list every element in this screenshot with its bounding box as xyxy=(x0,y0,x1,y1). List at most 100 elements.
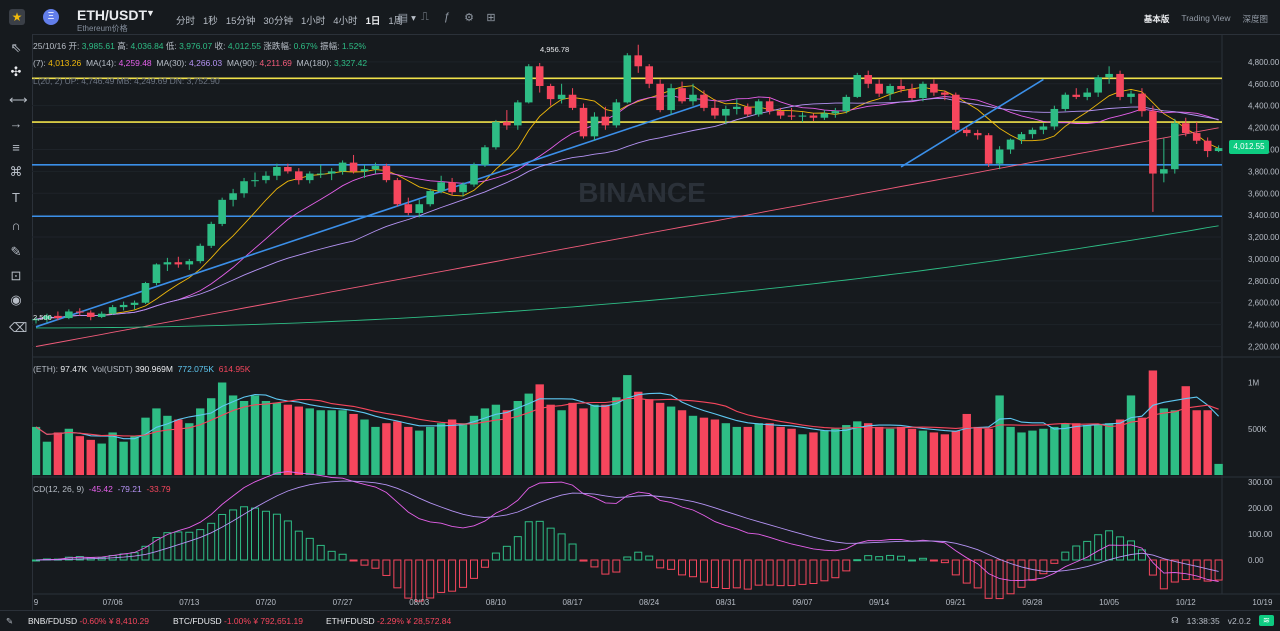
volume-axis: 1M 500K xyxy=(1248,379,1267,434)
volume-bar xyxy=(1072,423,1081,475)
candle-body xyxy=(897,85,905,90)
headset-icon[interactable]: ☊ xyxy=(1171,615,1179,625)
tab-tradingview[interactable]: Trading View xyxy=(1181,13,1231,23)
edit-icon[interactable]: ✎ xyxy=(6,616,14,626)
interval-tab[interactable]: 30分钟 xyxy=(263,16,293,27)
date-tick: 08/03 xyxy=(409,598,430,607)
shape-icon[interactable]: ⌘ xyxy=(9,164,23,179)
macd-bar xyxy=(393,559,402,589)
interval-tab[interactable]: 1小时 xyxy=(300,16,326,27)
trash-icon[interactable]: ⌫ xyxy=(9,320,28,335)
candle-body xyxy=(86,312,95,317)
magnet-icon[interactable]: ∩ xyxy=(11,218,21,233)
trendline-icon[interactable]: ⟷ xyxy=(9,92,28,107)
boll-mb: MB: 4,249.69 xyxy=(116,76,168,86)
ticker-item[interactable]: BNB/FDUSD -0.60% ¥ 8,410.29 xyxy=(28,616,149,626)
candle-body xyxy=(152,264,161,284)
ticker-item[interactable]: ETH/FDUSD -2.29% ¥ 28,572.84 xyxy=(326,616,451,626)
tab-depth[interactable]: 深度图 xyxy=(1242,14,1268,24)
macd-bar xyxy=(502,545,511,561)
volume-ma-line xyxy=(35,397,1219,437)
vol-ma1: 772.075K xyxy=(177,364,215,374)
text-tool-icon[interactable]: T xyxy=(12,190,20,205)
ray-icon[interactable]: → xyxy=(9,116,23,131)
macd-bar xyxy=(754,559,763,586)
macd-tick: 100.00 xyxy=(1248,530,1273,539)
chart-tools: ▤ ⎍ ƒ ⚙ ⊞ xyxy=(392,11,502,24)
volume-bar xyxy=(765,423,774,475)
candle-body xyxy=(185,261,194,265)
volume-bar xyxy=(1104,423,1114,475)
macd-bar xyxy=(305,537,314,561)
favorite-star-icon[interactable]: ★ xyxy=(9,9,25,25)
macd-bar xyxy=(470,559,478,579)
macd-bar xyxy=(601,559,610,575)
more-intervals-icon[interactable]: ▾ xyxy=(411,13,416,24)
price-tick: 4,600.00 xyxy=(1248,80,1280,89)
volume-bar xyxy=(1061,423,1070,475)
symbol-selector[interactable]: ETH/USDT xyxy=(77,7,147,23)
macd-bar xyxy=(1006,559,1015,595)
interval-tab-active[interactable]: 1日 xyxy=(365,16,381,27)
cursor-icon[interactable]: ⇖ xyxy=(10,40,22,55)
boll-dn: DN: 3,752.90 xyxy=(169,76,220,86)
candlestick-chart[interactable]: BINANCE 4,800.00 4,600.00 4,400.00 4,200.00… xyxy=(31,34,1280,610)
volume-bar xyxy=(436,423,446,475)
candle-body xyxy=(864,75,872,84)
lock-icon[interactable]: ⊡ xyxy=(10,268,22,283)
view-tabs: 基本版 Trading View 深度图 xyxy=(1132,13,1268,25)
macd-legend: CD(12, 26, 9) -45.42 -79.21 -33.79 xyxy=(33,484,171,494)
macd-bar xyxy=(590,559,599,568)
ticker-item[interactable]: BTC/FDUSD -1.00% ¥ 792,651.19 xyxy=(173,616,303,626)
interval-tab[interactable]: 分时 xyxy=(176,16,196,27)
candle-body xyxy=(76,311,84,313)
layout-icon[interactable]: ⊞ xyxy=(486,12,496,24)
interval-tab[interactable]: 1周 xyxy=(388,16,404,27)
indicator-template-icon[interactable]: ▤ xyxy=(397,12,409,24)
macd-dif: -45.42 xyxy=(88,484,113,494)
price-tick: 2,200.00 xyxy=(1248,343,1280,352)
eye-icon[interactable]: ◉ xyxy=(10,292,22,307)
candle-type-icon[interactable]: ⎍ xyxy=(421,11,429,23)
pencil-icon[interactable]: ✎ xyxy=(10,244,22,259)
volume-bar xyxy=(1148,370,1158,475)
date-tick: 9 xyxy=(34,598,39,607)
macd-bar xyxy=(579,559,588,562)
macd-bar xyxy=(152,537,161,561)
interval-tabs: 分时 1秒 15分钟 30分钟 1小时 4小时 1日 1周 ▾ xyxy=(176,13,424,27)
tab-basic[interactable]: 基本版 xyxy=(1143,14,1170,24)
chart-settings-icon[interactable]: ⚙ xyxy=(464,12,474,24)
crosshair-icon[interactable]: ✣ xyxy=(10,64,22,79)
volume-bar xyxy=(655,402,665,475)
macd-bar xyxy=(787,559,796,587)
interval-tab[interactable]: 4小时 xyxy=(333,16,358,27)
candle-body xyxy=(634,55,643,67)
volume-bar xyxy=(962,413,971,475)
chart-grid xyxy=(32,34,1280,595)
volume-bar xyxy=(415,430,424,475)
vol-ma2: 614.95K xyxy=(218,364,251,374)
ticker-price: ¥ 28,572.84 xyxy=(406,616,452,626)
ma14-label: MA(14): xyxy=(85,58,117,68)
volume-ma-line xyxy=(35,392,1219,440)
volume-bar xyxy=(776,426,785,475)
chart-area[interactable]: BINANCE 4,800.00 4,600.00 4,400.00 4,200.00… xyxy=(31,34,1280,613)
candle-body xyxy=(1171,123,1179,170)
fib-icon[interactable]: ≡ xyxy=(12,140,20,155)
volume-bar xyxy=(634,391,643,475)
chevron-down-icon[interactable]: ▼ xyxy=(146,8,155,18)
drawing-toolbar: ⇖ ✣ ⟷ → ≡ ⌘ T ∩ ✎ ⊡ ◉ ⌫ xyxy=(0,34,33,610)
volume-bar xyxy=(480,408,490,475)
interval-tab[interactable]: 15分钟 xyxy=(225,16,256,27)
volume-bar xyxy=(42,441,52,475)
macd-bar xyxy=(513,536,522,561)
date-tick: 08/24 xyxy=(639,598,660,607)
candle-body xyxy=(43,315,51,320)
macd-bar xyxy=(207,522,216,561)
candle-body xyxy=(327,171,336,174)
macd-bar xyxy=(612,559,621,573)
indicators-icon[interactable]: ƒ xyxy=(443,11,451,23)
interval-tab[interactable]: 1秒 xyxy=(203,16,218,27)
volume-bar xyxy=(491,404,501,475)
price-tick: 4,200.00 xyxy=(1248,124,1280,133)
